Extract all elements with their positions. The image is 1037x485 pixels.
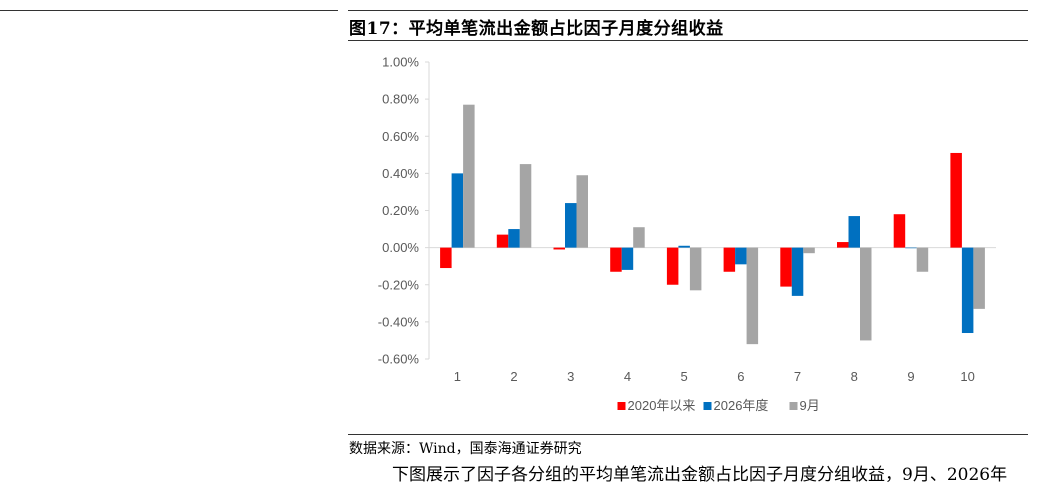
bar-2026 xyxy=(565,203,577,248)
bar-2026 xyxy=(735,247,747,265)
bar-2026 xyxy=(508,229,520,248)
x-tick-label: 2 xyxy=(510,369,517,384)
bar-2020 xyxy=(666,247,679,285)
x-tick-label: 9 xyxy=(907,369,914,384)
x-tick-label: 5 xyxy=(681,369,688,384)
bar-sep xyxy=(519,164,532,248)
y-tick-label: -0.40% xyxy=(378,314,420,329)
legend-label: 2026年度 xyxy=(714,398,769,413)
y-tick-label: 0.60% xyxy=(382,129,419,144)
x-tick-label: 4 xyxy=(624,369,631,384)
bar-2020 xyxy=(780,247,792,287)
bar-sep xyxy=(803,247,815,254)
bar-2026 xyxy=(621,247,634,270)
bar-2020 xyxy=(610,247,622,272)
bar-sep xyxy=(973,247,985,309)
bar-chart-svg: 1.00% 0.80% 0.60% 0.40% 0.20% 0.00% -0.20% -0.4… xyxy=(378,55,996,413)
bar-2026 xyxy=(678,245,690,248)
x-tick-label: 1 xyxy=(454,369,461,384)
y-tick-label: -0.20% xyxy=(378,277,420,292)
x-tick-label: 10 xyxy=(960,369,974,384)
source-rule xyxy=(348,434,1028,435)
title-rule xyxy=(348,40,1028,41)
bar-2020 xyxy=(553,247,565,250)
x-tick-label: 8 xyxy=(851,369,858,384)
legend-label: 2020年以来 xyxy=(628,398,696,413)
x-tick-label: 6 xyxy=(737,369,744,384)
bar-sep xyxy=(689,247,702,291)
top-rule-right xyxy=(348,10,1028,11)
legend-swatch xyxy=(703,402,712,410)
bar-sep xyxy=(633,227,645,248)
body-text: 下图展示了因子各分组的平均单笔流出金额占比因子月度分组收益，9月、2026年 xyxy=(392,465,1008,485)
bar-2020 xyxy=(723,247,736,272)
bar-2026 xyxy=(451,173,464,248)
source-note: 数据来源：Wind，国泰海通证券研究 xyxy=(349,441,582,457)
y-tick-label: 0.40% xyxy=(382,166,419,181)
top-rule-left xyxy=(0,10,338,11)
legend-swatch xyxy=(789,402,798,410)
legend-swatch xyxy=(617,402,626,410)
x-tick-label: 7 xyxy=(794,369,801,384)
y-tick-label: 0.80% xyxy=(382,92,419,107)
bar-2020 xyxy=(950,152,962,248)
bar-2026 xyxy=(848,216,860,248)
bar-2020 xyxy=(837,242,849,248)
bar-2020 xyxy=(496,234,509,248)
figure-title: 图17：平均单笔流出金额占比因子月度分组收益 xyxy=(349,19,724,39)
bar-2026 xyxy=(961,247,974,334)
y-tick-label: 1.00% xyxy=(382,55,419,70)
x-tick-label: 3 xyxy=(567,369,574,384)
legend-label: 9月 xyxy=(800,398,820,413)
bar-sep xyxy=(860,247,872,341)
bar-2020 xyxy=(440,247,452,269)
y-tick-label: -0.60% xyxy=(378,352,420,367)
bar-2020 xyxy=(893,214,906,248)
y-tick-label: 0.00% xyxy=(382,240,419,255)
bar-sep xyxy=(576,175,588,248)
bar-sep xyxy=(916,247,929,272)
bar-sep xyxy=(463,104,475,248)
bar-2026 xyxy=(905,247,917,249)
bar-chart: 1.00% 0.80% 0.60% 0.40% 0.20% 0.00% -0.20% -0.4… xyxy=(348,44,1028,430)
y-tick-label: 0.20% xyxy=(382,203,419,218)
bar-sep xyxy=(746,247,759,345)
bar-2026 xyxy=(791,247,804,296)
